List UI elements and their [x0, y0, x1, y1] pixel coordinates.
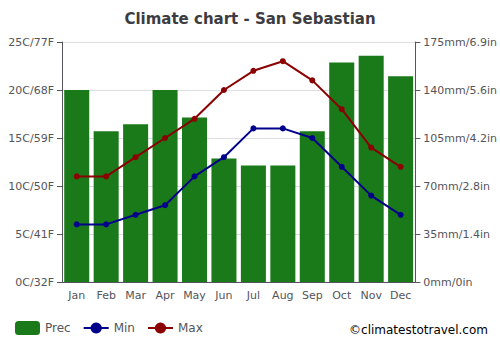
- svg-text:140mm/5.6in: 140mm/5.6in: [423, 84, 497, 97]
- svg-text:25C/77F: 25C/77F: [8, 36, 54, 49]
- svg-text:70mm/2.8in: 70mm/2.8in: [423, 180, 490, 193]
- svg-text:105mm/4.2in: 105mm/4.2in: [423, 132, 497, 145]
- svg-text:5C/41F: 5C/41F: [15, 228, 54, 241]
- svg-text:Oct: Oct: [332, 289, 352, 302]
- svg-text:20C/68F: 20C/68F: [8, 84, 54, 97]
- svg-text:Max: Max: [178, 321, 203, 335]
- svg-text:175mm/6.9in: 175mm/6.9in: [423, 36, 497, 49]
- svg-text:15C/59F: 15C/59F: [8, 132, 54, 145]
- svg-text:Prec: Prec: [45, 321, 71, 335]
- svg-text:©climatestotravel.com: ©climatestotravel.com: [349, 323, 488, 337]
- svg-text:Nov: Nov: [360, 289, 382, 302]
- svg-text:Aug: Aug: [272, 289, 293, 302]
- svg-text:Dec: Dec: [390, 289, 411, 302]
- svg-text:Apr: Apr: [156, 289, 176, 302]
- svg-text:Feb: Feb: [96, 289, 115, 302]
- svg-text:Mar: Mar: [125, 289, 146, 302]
- svg-text:0mm/0in: 0mm/0in: [423, 276, 472, 289]
- svg-text:Jul: Jul: [246, 289, 260, 302]
- svg-text:10C/50F: 10C/50F: [8, 180, 54, 193]
- svg-text:35mm/1.4in: 35mm/1.4in: [423, 228, 490, 241]
- svg-text:Jan: Jan: [67, 289, 85, 302]
- svg-text:Min: Min: [114, 321, 135, 335]
- svg-text:Sep: Sep: [302, 289, 323, 302]
- svg-text:0C/32F: 0C/32F: [15, 276, 54, 289]
- svg-text:Climate chart - San Sebastian: Climate chart - San Sebastian: [124, 10, 375, 28]
- svg-text:May: May: [183, 289, 206, 302]
- svg-text:Jun: Jun: [214, 289, 232, 302]
